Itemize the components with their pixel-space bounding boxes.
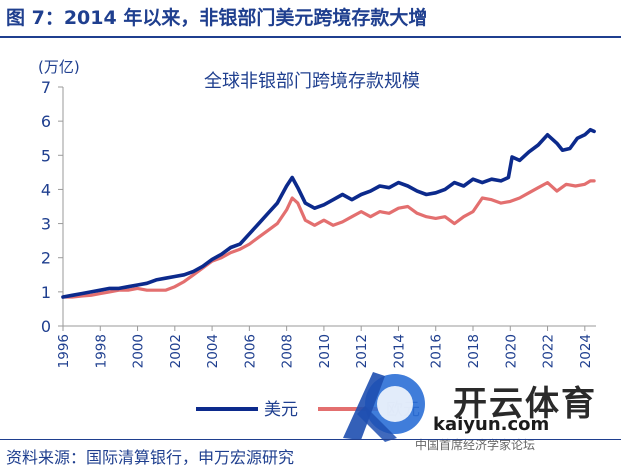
x-tick-label: 1996 bbox=[56, 334, 72, 368]
y-tick-label: 0 bbox=[41, 317, 51, 336]
legend-label-usd: 美元 bbox=[264, 400, 298, 420]
chart-title: 全球非银部门跨境存款规模 bbox=[204, 71, 420, 92]
x-tick-label: 2014 bbox=[391, 334, 407, 368]
x-tick-label: 2020 bbox=[503, 334, 519, 368]
watermark-brand: 开云体育 bbox=[453, 384, 597, 424]
brand-logo-icon bbox=[343, 372, 425, 442]
x-tick-label: 2006 bbox=[242, 334, 258, 368]
source-note: 资料来源：国际清算银行，申万宏源研究 bbox=[6, 448, 295, 467]
x-tick-label: 2008 bbox=[280, 334, 296, 368]
y-tick-label: 2 bbox=[41, 249, 51, 268]
y-unit-label: (万亿) bbox=[38, 58, 80, 76]
y-tick-label: 7 bbox=[41, 78, 51, 97]
x-tick-label: 2002 bbox=[168, 334, 184, 368]
x-tick-label: 2000 bbox=[131, 334, 147, 368]
x-tick-label: 2012 bbox=[354, 334, 370, 368]
series-layer bbox=[61, 127, 596, 299]
x-tick-label: 1998 bbox=[93, 334, 109, 368]
figure-title: 图 7：2014 年以来，非银部门美元跨境存款大增 bbox=[6, 7, 428, 29]
watermark: 开云体育 kaiyun.com 中国首席经济学家论坛 bbox=[333, 366, 618, 452]
x-tick-label: 2018 bbox=[466, 334, 482, 368]
watermark-url: kaiyun.com bbox=[433, 414, 550, 435]
watermark-caption: 中国首席经济学家论坛 bbox=[415, 438, 536, 452]
y-tick-label: 1 bbox=[41, 283, 51, 302]
y-tick-label: 3 bbox=[41, 215, 51, 234]
axes: 0 1 2 3 4 5 6 7 1996 1998 2000 2002 2004 2006 2008 2010… bbox=[41, 78, 596, 368]
y-tick-label: 6 bbox=[41, 112, 51, 131]
x-tick-label: 2022 bbox=[541, 334, 557, 368]
title-rule bbox=[0, 36, 621, 38]
line-chart: 全球非银部门跨境存款规模 (万亿) 0 1 2 3 4 5 6 7 1996 1998 2000 20… bbox=[38, 58, 596, 420]
y-tick-label: 4 bbox=[41, 180, 51, 199]
source-rule bbox=[0, 439, 621, 440]
y-tick-label: 5 bbox=[41, 146, 51, 165]
x-tick-label: 2016 bbox=[429, 334, 445, 368]
series-line-usd bbox=[61, 127, 596, 299]
x-tick-label: 2004 bbox=[205, 334, 221, 368]
x-tick-label: 2024 bbox=[578, 334, 594, 368]
x-tick-label: 2010 bbox=[317, 334, 333, 368]
series-line-eur bbox=[61, 179, 596, 299]
